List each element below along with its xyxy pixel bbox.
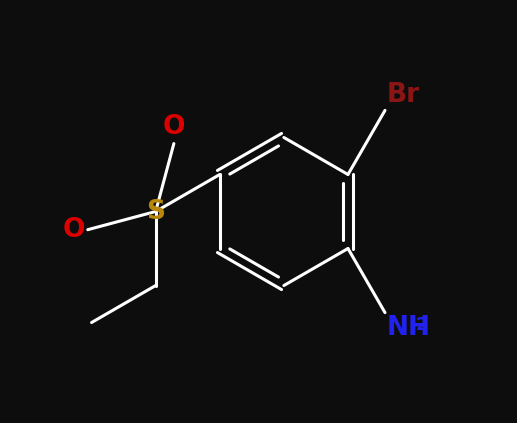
Text: O: O [63, 217, 86, 243]
Text: Br: Br [387, 82, 420, 108]
Text: S: S [146, 198, 165, 225]
Text: NH: NH [387, 315, 431, 341]
Text: 2: 2 [416, 316, 429, 334]
Text: O: O [163, 114, 185, 140]
